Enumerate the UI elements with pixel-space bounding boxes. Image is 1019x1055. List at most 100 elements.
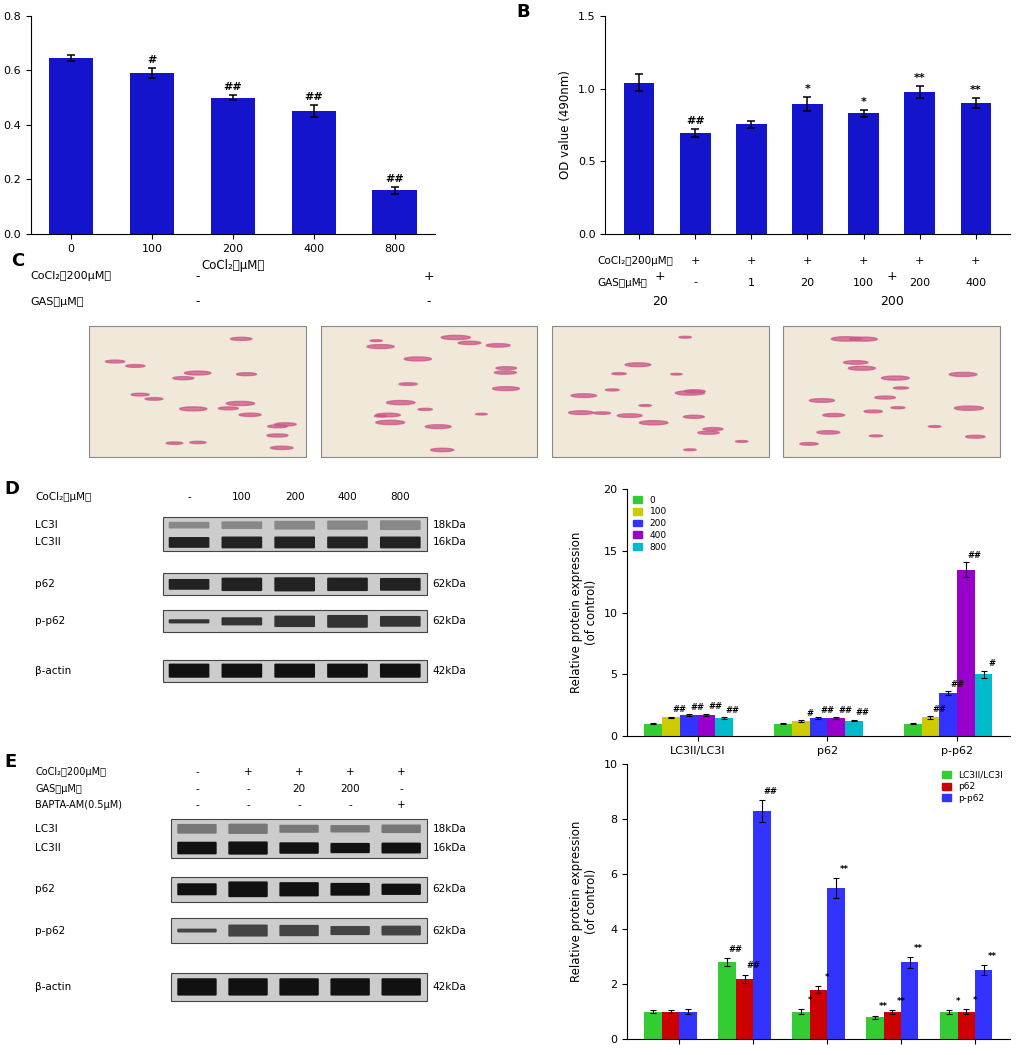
Ellipse shape	[238, 414, 261, 417]
Text: 20: 20	[292, 784, 306, 794]
Ellipse shape	[679, 337, 691, 339]
Ellipse shape	[625, 363, 650, 366]
FancyBboxPatch shape	[171, 918, 426, 943]
Bar	[903, 724, 921, 736]
FancyBboxPatch shape	[274, 577, 315, 592]
Bar	[865, 1017, 882, 1039]
Text: p-p62: p-p62	[35, 616, 65, 627]
FancyBboxPatch shape	[380, 537, 420, 549]
FancyBboxPatch shape	[330, 883, 370, 896]
Text: -: -	[246, 801, 250, 810]
Ellipse shape	[230, 338, 252, 341]
Text: BAPTA-AM(0.5μM): BAPTA-AM(0.5μM)	[35, 801, 122, 810]
Text: *: *	[955, 997, 959, 1005]
Text: **: **	[896, 997, 905, 1005]
FancyBboxPatch shape	[279, 842, 319, 853]
FancyBboxPatch shape	[168, 619, 209, 624]
Text: CoCl₂（200μM）: CoCl₂（200μM）	[596, 255, 673, 266]
Text: GAS（μM）: GAS（μM）	[31, 296, 84, 307]
Ellipse shape	[893, 387, 908, 389]
FancyBboxPatch shape	[381, 884, 421, 895]
Bar	[809, 718, 826, 736]
FancyBboxPatch shape	[171, 819, 426, 858]
Ellipse shape	[683, 448, 695, 450]
FancyBboxPatch shape	[381, 843, 421, 853]
Text: **: **	[987, 953, 996, 961]
FancyBboxPatch shape	[168, 664, 209, 677]
Ellipse shape	[274, 423, 296, 426]
FancyBboxPatch shape	[177, 978, 216, 996]
Ellipse shape	[386, 401, 415, 405]
Text: ##: ##	[949, 679, 963, 689]
Bar	[792, 103, 822, 234]
FancyBboxPatch shape	[162, 517, 426, 551]
FancyBboxPatch shape	[221, 521, 262, 529]
Bar	[826, 888, 844, 1039]
Text: -: -	[426, 295, 431, 308]
FancyBboxPatch shape	[380, 664, 420, 677]
Ellipse shape	[849, 338, 876, 341]
Ellipse shape	[830, 337, 861, 341]
FancyBboxPatch shape	[783, 326, 999, 457]
FancyBboxPatch shape	[279, 882, 319, 897]
Ellipse shape	[236, 372, 256, 376]
Bar	[697, 715, 714, 736]
Bar	[644, 724, 661, 736]
Bar	[211, 98, 255, 234]
Ellipse shape	[375, 420, 405, 424]
Text: *: *	[824, 974, 828, 982]
Text: E: E	[4, 753, 16, 771]
Bar	[773, 724, 791, 736]
Ellipse shape	[226, 401, 255, 405]
Bar	[904, 92, 934, 234]
Bar	[938, 693, 956, 736]
Text: 62kDa: 62kDa	[432, 579, 466, 590]
Text: 200: 200	[878, 295, 903, 308]
FancyBboxPatch shape	[168, 579, 209, 590]
Text: C: C	[11, 252, 24, 270]
Text: -: -	[398, 784, 403, 794]
Text: -: -	[195, 767, 199, 778]
Ellipse shape	[267, 434, 287, 437]
Ellipse shape	[430, 448, 453, 452]
FancyBboxPatch shape	[228, 924, 267, 937]
FancyBboxPatch shape	[228, 842, 267, 855]
Text: 62kDa: 62kDa	[432, 616, 466, 627]
Ellipse shape	[697, 431, 718, 435]
FancyBboxPatch shape	[171, 973, 426, 1001]
FancyBboxPatch shape	[330, 926, 370, 935]
Text: 62kDa: 62kDa	[432, 925, 466, 936]
Ellipse shape	[616, 414, 641, 418]
Bar	[809, 990, 826, 1039]
Ellipse shape	[374, 416, 386, 417]
FancyBboxPatch shape	[381, 978, 421, 996]
FancyBboxPatch shape	[171, 877, 426, 902]
Ellipse shape	[475, 414, 487, 415]
Text: -: -	[195, 801, 199, 810]
Bar	[792, 1012, 809, 1039]
FancyBboxPatch shape	[327, 664, 368, 677]
Ellipse shape	[816, 430, 839, 434]
FancyBboxPatch shape	[221, 578, 262, 591]
Ellipse shape	[425, 425, 450, 428]
Text: 62kDa: 62kDa	[432, 884, 466, 895]
Text: ##: ##	[690, 703, 704, 711]
Legend: 0, 100, 200, 400, 800: 0, 100, 200, 400, 800	[631, 494, 668, 554]
Text: LC3II: LC3II	[35, 537, 61, 548]
Text: 800: 800	[390, 492, 410, 502]
Text: p-p62: p-p62	[35, 925, 65, 936]
FancyBboxPatch shape	[380, 616, 420, 627]
Text: CoCl₂（200μM）: CoCl₂（200μM）	[31, 271, 111, 281]
Ellipse shape	[671, 373, 682, 375]
Bar	[717, 962, 735, 1039]
Text: ##: ##	[967, 551, 980, 560]
Bar	[791, 722, 809, 736]
Bar	[957, 1012, 974, 1039]
Ellipse shape	[880, 376, 908, 380]
Text: -: -	[637, 277, 640, 288]
Text: GAS（μM）: GAS（μM）	[35, 784, 82, 794]
Ellipse shape	[145, 398, 163, 400]
Ellipse shape	[370, 340, 382, 342]
Ellipse shape	[404, 357, 431, 361]
Text: 18kDa: 18kDa	[432, 520, 466, 531]
